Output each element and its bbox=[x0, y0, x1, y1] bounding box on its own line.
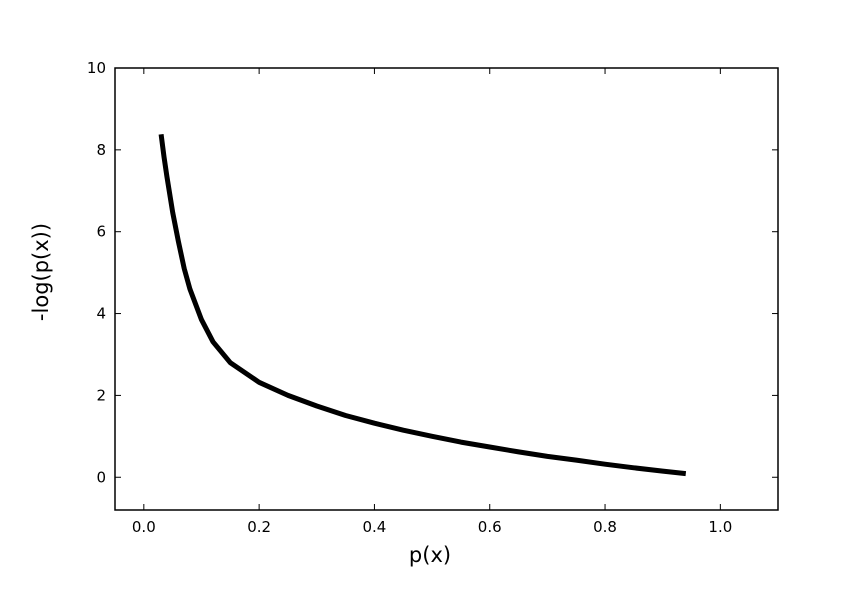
y-tick-label: 0 bbox=[96, 468, 106, 486]
curve-layer bbox=[158, 133, 687, 477]
plot-frame bbox=[114, 67, 779, 511]
y-tick-label: 8 bbox=[96, 141, 106, 159]
y-tick-label: 4 bbox=[96, 305, 106, 323]
x-axis-label: p(x) bbox=[409, 543, 451, 567]
x-axis-ticks: 0.0 0.2 0.4 0.6 0.8 1.0 bbox=[132, 68, 732, 536]
y-axis-ticks: 0 2 4 6 8 10 bbox=[87, 59, 778, 486]
x-tick-label: 0.0 bbox=[132, 518, 156, 536]
y-tick-label: 6 bbox=[96, 223, 106, 241]
x-tick-label: 0.2 bbox=[247, 518, 271, 536]
x-tick-label: 1.0 bbox=[708, 518, 732, 536]
x-tick-label: 0.6 bbox=[478, 518, 502, 536]
series-line bbox=[158, 133, 687, 477]
y-tick-label: 2 bbox=[96, 386, 106, 404]
x-tick-label: 0.4 bbox=[363, 518, 387, 536]
y-axis-label: -log(p(x)) bbox=[29, 223, 53, 321]
y-tick-label: 10 bbox=[87, 59, 106, 77]
x-tick-label: 0.8 bbox=[593, 518, 617, 536]
